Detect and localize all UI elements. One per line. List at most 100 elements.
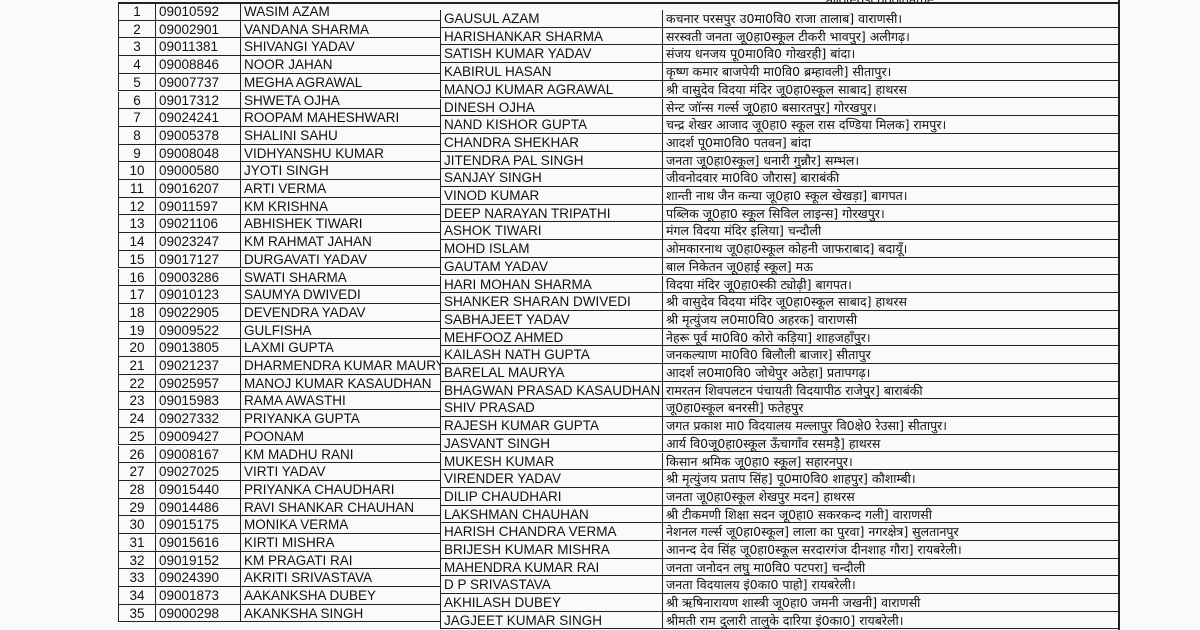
sno-cell: 32: [118, 551, 155, 569]
name-cell: GULFISHA: [240, 321, 440, 339]
reg-no-cell: 09022905: [155, 303, 240, 321]
father-name-cell: GAUTAM YADAV: [440, 257, 662, 275]
father-name-cell: MANOJ KUMAR AGRAWAL: [440, 80, 662, 98]
table-right-border: [1118, 0, 1120, 630]
sno-cell: 30: [118, 516, 155, 533]
father-name-cell: NAND KISHOR GUPTA: [440, 116, 662, 133]
table-row: 30 09015175 MONIKA VERMA: [118, 516, 440, 534]
reg-no-cell: 09015175: [155, 516, 240, 533]
table-row: MUKESH KUMAR किसान श्रमिक जू0हा0 स्कूल] स…: [440, 452, 1120, 471]
reg-no-cell: 09014486: [155, 498, 240, 516]
father-name-cell: CHANDRA SHEKHAR: [440, 133, 662, 151]
school-name-cell: जनकल्याण मा0वि0 बिलौली बाजार] सीतापुर: [662, 346, 1120, 363]
sno-cell: 4: [118, 56, 155, 73]
table-row: KABIRUL HASAN कृष्ण कमार बाजपेयी मा0वि0 ब…: [440, 63, 1120, 81]
reg-no-cell: 09024390: [155, 569, 240, 587]
table-row: SATISH KUMAR YADAV संजय धनजय पू0मा0वि0 गो…: [440, 45, 1120, 64]
table-row: D P SRIVASTAVA जनता विदयालय इं0का0 पाहो] …: [440, 576, 1120, 595]
school-name-cell: श्री मृत्युंजय प्रताप सिंह] पू0मा0वि0 शा…: [662, 470, 1120, 487]
reg-no-cell: 09015440: [155, 480, 240, 498]
father-name-cell: MAHENDRA KUMAR RAI: [440, 558, 662, 576]
sno-cell: 5: [118, 73, 155, 91]
table-row: SANJAY SINGH जीवनोदवार मा0वि0 जौरास] बारा…: [440, 169, 1120, 187]
table-row: 10 09000580 JYOTI SINGH: [118, 162, 440, 180]
father-name-cell: LAKSHMAN CHAUHAN: [440, 505, 662, 523]
sno-cell: 12: [118, 197, 155, 215]
reg-no-cell: 09007737: [155, 73, 240, 91]
sno-cell: 27: [118, 463, 155, 480]
father-name-cell: GAUSUL AZAM: [440, 10, 662, 27]
father-name-cell: ASHOK TIWARI: [440, 222, 662, 240]
table-row: 16 09003286 SWATI SHARMA: [118, 268, 440, 287]
table-row: 12 09011597 KM KRISHNA: [118, 197, 440, 216]
table-row: 7 09024241 ROOPAM MAHESHWARI: [118, 109, 440, 127]
table-row: NAND KISHOR GUPTA चन्द्र शेखर आजाद जू0हा0…: [440, 116, 1120, 134]
table-row: 35 09000298 AKANKSHA SINGH: [118, 604, 440, 623]
school-name-cell: श्री वासुदेव विदया मंदिर जू0हा0स्कूल साब…: [662, 293, 1120, 310]
sno-cell: 34: [118, 587, 155, 604]
name-cell: LAXMI GUPTA: [240, 339, 440, 356]
reg-no-cell: 09008167: [155, 445, 240, 463]
school-name-cell: मंगल विदया मंदिर इलिया] चन्दौली: [662, 222, 1120, 240]
father-name-cell: VIRENDER YADAV: [440, 470, 662, 487]
table-row: MAHENDRA KUMAR RAI जनता जनोदन लघु मा0वि0 …: [440, 558, 1120, 577]
sno-cell: 16: [118, 268, 155, 286]
table-row: GAUTAM YADAV बाल निकेतन जू0हाई स्कूल] मऊ: [440, 257, 1120, 276]
father-name-cell: BARELAL MAURYA: [440, 364, 662, 381]
table-row: BARELAL MAURYA आदर्श ल0मा0वि0 जोधेपुर अठे…: [440, 364, 1120, 382]
father-name-cell: HARI MOHAN SHARMA: [440, 275, 662, 293]
table-row: CHANDRA SHEKHAR आदर्श पू0मा0वि0 पतवन] बां…: [440, 133, 1120, 152]
table-row: AKHILASH DUBEY श्री ऋषिनारायण शास्त्री जू…: [440, 594, 1120, 612]
school-name-cell: आदर्श पू0मा0वि0 पतवन] बांदा: [662, 133, 1120, 151]
table-row: DEEP NARAYAN TRIPATHI पब्लिक जू0हा0 स्कूल…: [440, 204, 1120, 223]
reg-no-cell: 09009427: [155, 427, 240, 445]
table-row: 11 09016207 ARTI VERMA: [118, 180, 440, 198]
reg-no-cell: 09021237: [155, 357, 240, 374]
reg-no-cell: 09025957: [155, 374, 240, 392]
reg-no-cell: 09015983: [155, 392, 240, 410]
school-name-cell: चन्द्र शेखर आजाद जू0हा0 स्कूल रास दण्डिय…: [662, 116, 1120, 133]
table-row: 24 09027332 PRIYANKA GUPTA: [118, 410, 440, 428]
reg-no-cell: 09005378: [155, 126, 240, 144]
table-row: 17 09010123 SAUMYA DWIVEDI: [118, 286, 440, 304]
name-cell: SHIVANGI YADAV: [240, 38, 440, 56]
school-name-cell: बाल निकेतन जू0हाई स्कूल] मऊ: [662, 257, 1120, 275]
sno-cell: 22: [118, 374, 155, 392]
table-row: 31 09015616 KIRTI MISHRA: [118, 534, 440, 552]
school-name-cell: जनता जू0हा0स्कूल शेखपुर मदन] हाथरस: [662, 487, 1120, 505]
father-name-cell: DEEP NARAYAN TRIPATHI: [440, 204, 662, 222]
table-row: DINESH OJHA सेन्ट जॉन्स गर्ल्स जू0हा0 बसा…: [440, 98, 1120, 117]
table-row: JAGJEET KUMAR SINGH श्रीमती राम दुलारी ता…: [440, 611, 1120, 630]
name-cell: KM PRAGATI RAI: [240, 551, 440, 569]
header-divider: [118, 2, 1120, 4]
father-name-cell: BRIJESH KUMAR MISHRA: [440, 541, 662, 558]
name-cell: MANOJ KUMAR KASAUDHAN: [240, 374, 440, 392]
school-name-cell: रामरतन शिवपलटन पंचायती विदयापीठ राजेपुर]…: [662, 381, 1120, 399]
school-name-cell: कचनार परसपुर उ0मा0वि0 राजा तालाब] वाराणस…: [662, 10, 1120, 27]
father-name-cell: JITENDRA PAL SINGH: [440, 151, 662, 169]
school-name-cell: श्री टीकमणी शिक्षा सदन जू0हा0 सकरकन्द गल…: [662, 505, 1120, 523]
father-name-cell: HARISHANKAR SHARMA: [440, 27, 662, 45]
table-row: HARISHANKAR SHARMA सरस्वती जनता जू0हा0स्क…: [440, 27, 1120, 46]
sno-cell: 20: [118, 339, 155, 356]
name-cell: SHWETA OJHA: [240, 91, 440, 109]
name-cell: NOOR JAHAN: [240, 56, 440, 73]
reg-no-cell: 09017312: [155, 91, 240, 109]
name-cell: RAVI SHANKAR CHAUHAN: [240, 498, 440, 516]
sno-cell: 24: [118, 410, 155, 427]
school-name-cell: किसान श्रमिक जू0हा0 स्कूल] सहारनपुर।: [662, 452, 1120, 470]
name-cell: SWATI SHARMA: [240, 268, 440, 286]
table-row: 28 09015440 PRIYANKA CHAUDHARI: [118, 480, 440, 499]
sno-cell: 25: [118, 427, 155, 445]
sno-cell: 21: [118, 357, 155, 374]
name-cell: ABHISHEK TIWARI: [240, 215, 440, 233]
sno-cell: 19: [118, 321, 155, 339]
table-row: 15 09017127 DURGAVATI YADAV: [118, 250, 440, 269]
table-row: 19 09009522 GULFISHA: [118, 321, 440, 340]
name-cell: AKRITI SRIVASTAVA: [240, 569, 440, 587]
father-name-cell: BHAGWAN PRASAD KASAUDHAN: [440, 381, 662, 399]
sno-cell: 9: [118, 144, 155, 162]
reg-no-cell: 09013805: [155, 339, 240, 356]
father-name-cell: SHANKER SHARAN DWIVEDI: [440, 293, 662, 310]
